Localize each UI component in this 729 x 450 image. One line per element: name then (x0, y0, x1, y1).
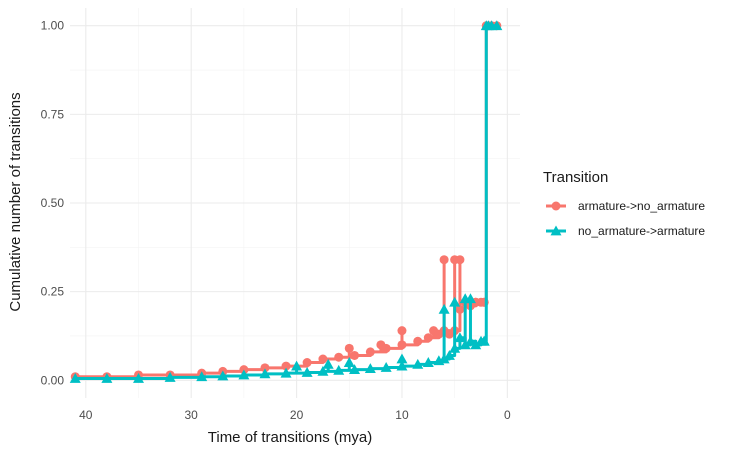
legend-key-marker (550, 225, 562, 236)
data-point (301, 366, 313, 377)
series-layer (69, 20, 503, 383)
x-tick-label: 40 (79, 408, 93, 422)
legend-key-marker (551, 201, 561, 211)
data-point (364, 363, 376, 373)
data-point (464, 335, 476, 346)
series-2 (69, 20, 503, 383)
y-tick-label: 1.00 (41, 19, 65, 33)
y-tick-label: 0.75 (41, 107, 65, 121)
spike-marker (455, 255, 465, 265)
data-point (259, 368, 271, 379)
data-point (397, 340, 407, 350)
data-point (164, 371, 176, 382)
data-point (491, 20, 503, 31)
data-point (449, 342, 461, 353)
data-point (302, 358, 312, 368)
data-point (217, 370, 229, 381)
data-point (318, 354, 328, 364)
spike-marker (343, 357, 355, 367)
legend-entry-1: armature->no_armature (546, 199, 705, 213)
spike-marker (449, 296, 461, 307)
data-point (381, 343, 391, 353)
data-point (333, 364, 345, 375)
data-point (317, 365, 329, 376)
data-point (133, 373, 145, 383)
y-axis-title: Cumulative number of transitions (7, 92, 24, 311)
axis-ticks: 40 30 20 10 0 0.00 0.25 0.50 0.75 1.00 (41, 19, 511, 422)
spike-marker (344, 343, 354, 353)
spike-marker (397, 326, 407, 336)
y-tick-label: 0.00 (41, 373, 65, 387)
data-point (459, 339, 471, 350)
x-axis-title: Time of transitions (mya) (208, 429, 372, 446)
data-point (478, 335, 490, 346)
spike-marker (322, 358, 334, 369)
data-point (365, 347, 375, 357)
x-tick-label: 20 (290, 408, 304, 422)
spike-marker (438, 303, 450, 314)
data-point (260, 363, 270, 373)
spike-marker (291, 360, 303, 371)
grid-lines (70, 8, 520, 398)
data-point (413, 336, 423, 346)
data-point (280, 367, 292, 378)
data-point (196, 371, 208, 382)
legend-label: armature->no_armature (578, 199, 705, 213)
data-point (349, 364, 361, 375)
legend-label: no_armature->armature (578, 224, 705, 238)
data-point (334, 352, 344, 362)
data-point (454, 332, 466, 343)
legend: Transition armature->no_armature no_armat… (543, 169, 705, 238)
data-point (423, 333, 433, 343)
data-point (396, 360, 408, 371)
data-point (412, 358, 424, 369)
x-tick-label: 0 (504, 408, 511, 422)
y-tick-label: 0.50 (41, 196, 65, 210)
data-point (69, 373, 81, 383)
data-point (101, 373, 113, 383)
data-point (380, 362, 392, 372)
data-point (438, 353, 450, 364)
spike-marker (439, 255, 449, 265)
data-point (422, 357, 434, 367)
data-point (350, 350, 360, 360)
legend-entry-2: no_armature->armature (546, 224, 705, 238)
data-point (443, 349, 455, 360)
spike-marker (464, 293, 476, 304)
y-tick-label: 0.25 (41, 285, 65, 299)
x-tick-label: 10 (395, 408, 409, 422)
x-tick-label: 30 (185, 408, 199, 422)
legend-title: Transition (543, 169, 608, 186)
spike-marker (396, 353, 408, 364)
data-point (281, 361, 291, 371)
data-point (455, 304, 465, 314)
data-point (238, 369, 250, 380)
series-1 (70, 21, 502, 382)
data-point (470, 339, 482, 350)
